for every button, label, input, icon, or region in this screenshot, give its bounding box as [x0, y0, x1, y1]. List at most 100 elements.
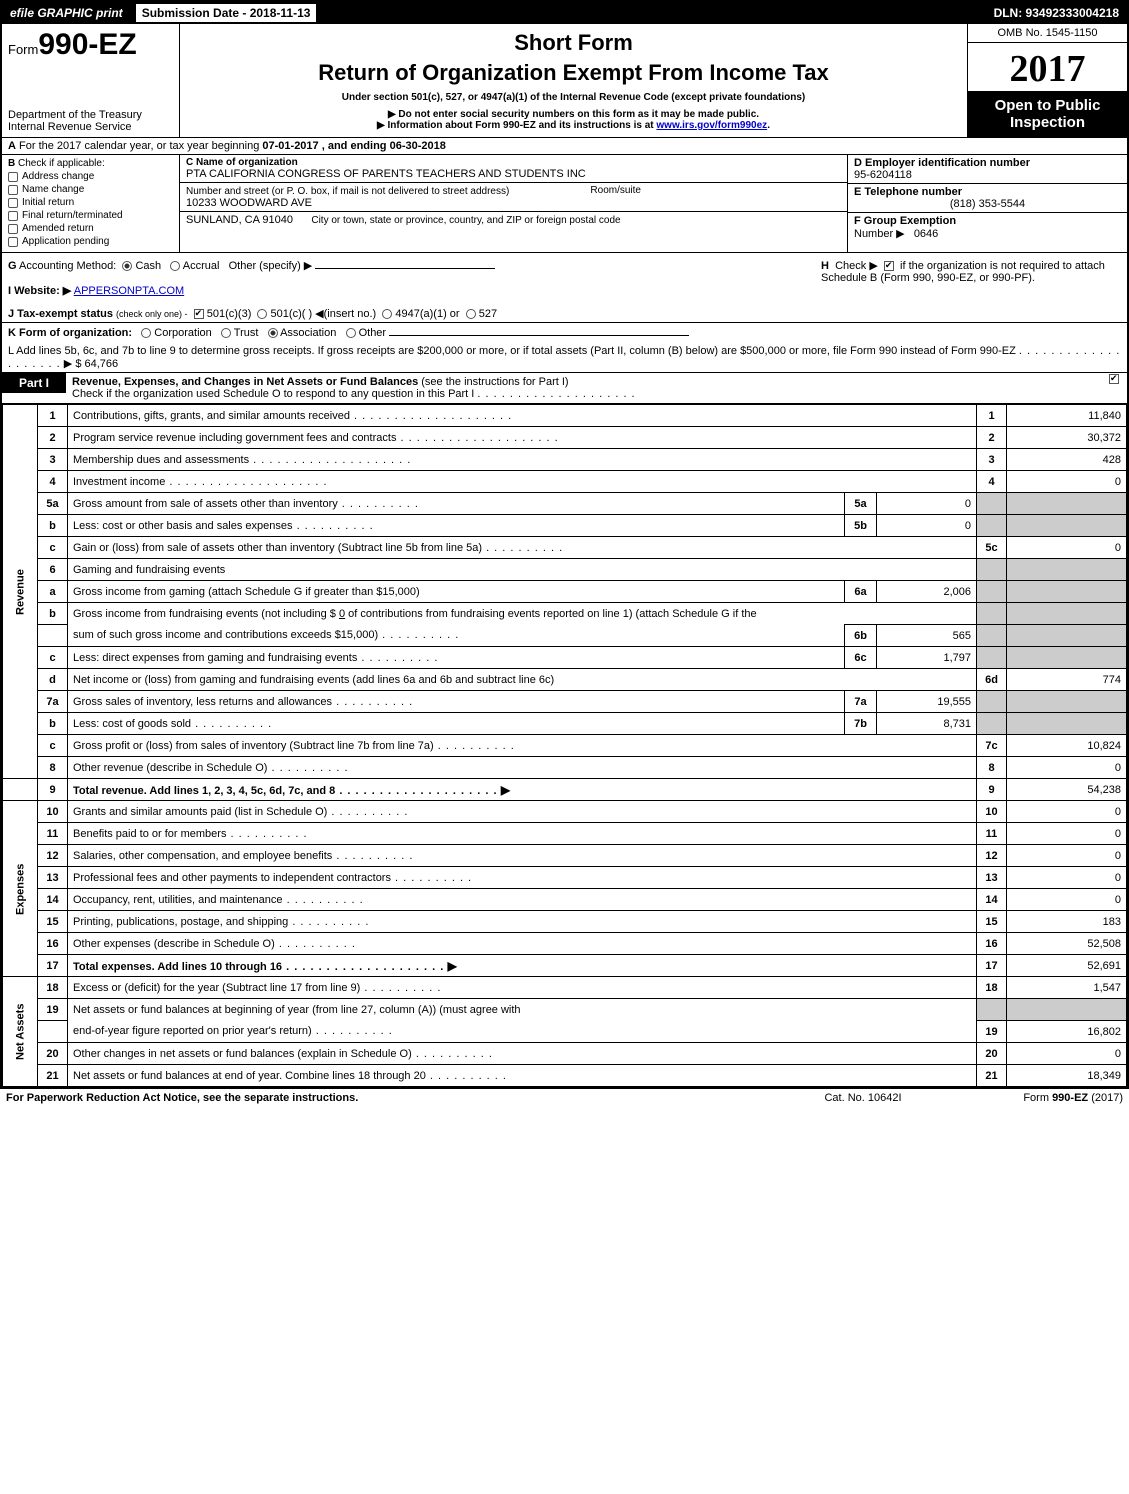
radio-other-org[interactable] [346, 328, 356, 338]
radio-accrual[interactable] [170, 261, 180, 271]
website-link[interactable]: APPERSONPTA.COM [74, 285, 184, 297]
form-title: Return of Organization Exempt From Incom… [188, 60, 959, 86]
table-row: sum of such gross income and contributio… [3, 625, 1127, 647]
table-row: b Less: cost of goods sold 7b 8,731 [3, 713, 1127, 735]
form-990ez-page: efile GRAPHIC print Submission Date - 20… [0, 0, 1129, 1089]
table-row: 12 Salaries, other compensation, and emp… [3, 845, 1127, 867]
cb-initial-return[interactable]: Initial return [8, 197, 173, 208]
table-row: 20 Other changes in net assets or fund b… [3, 1043, 1127, 1065]
cb-schedule-b[interactable] [884, 261, 894, 271]
side-net-assets: Net Assets [3, 977, 38, 1087]
radio-corporation[interactable] [141, 328, 151, 338]
line-j: J Tax-exempt status (check only one) - 5… [2, 305, 1127, 323]
table-row: d Net income or (loss) from gaming and f… [3, 669, 1127, 691]
cb-amended-return[interactable]: Amended return [8, 223, 173, 234]
cb-final-return[interactable]: Final return/terminated [8, 210, 173, 221]
line-h: H Check ▶ if the organization is not req… [821, 259, 1121, 299]
cb-527[interactable] [466, 309, 476, 319]
line-k: K Form of organization: Corporation Trus… [2, 323, 1127, 343]
col-def: D Employer identification number 95-6204… [847, 155, 1127, 252]
table-row: Revenue 1 Contributions, gifts, grants, … [3, 405, 1127, 427]
table-row: c Gross profit or (loss) from sales of i… [3, 735, 1127, 757]
radio-association[interactable] [268, 328, 278, 338]
footer-left: For Paperwork Reduction Act Notice, see … [6, 1092, 763, 1104]
org-name-row: C Name of organization PTA CALIFORNIA CO… [180, 155, 847, 183]
col-b: B Check if applicable: Address change Na… [2, 155, 180, 252]
header-mid: Short Form Return of Organization Exempt… [180, 24, 967, 137]
table-row: 21 Net assets or fund balances at end of… [3, 1065, 1127, 1087]
dept-line2: Internal Revenue Service [8, 121, 173, 133]
radio-cash[interactable] [122, 261, 132, 271]
cb-501c[interactable] [257, 309, 267, 319]
checkbox-icon [8, 172, 18, 182]
submission-date: Submission Date - 2018-11-13 [135, 3, 318, 23]
table-row: end-of-year figure reported on prior yea… [3, 1021, 1127, 1043]
table-row: 17 Total expenses. Add lines 10 through … [3, 955, 1127, 977]
dept-block: Department of the Treasury Internal Reve… [8, 109, 173, 133]
tax-year: 2017 [968, 43, 1127, 91]
footer-right: Form 990-EZ (2017) [963, 1092, 1123, 1104]
table-row: Expenses 10 Grants and similar amounts p… [3, 801, 1127, 823]
table-row: b Less: cost or other basis and sales ex… [3, 515, 1127, 537]
checkbox-icon [8, 185, 18, 195]
instructions-link[interactable]: www.irs.gov/form990ez [656, 120, 767, 131]
part1-tag: Part I [2, 373, 66, 393]
group-exemption-row: F Group Exemption Number ▶ 0646 [848, 213, 1127, 242]
cb-application-pending[interactable]: Application pending [8, 236, 173, 247]
table-row: 14 Occupancy, rent, utilities, and maint… [3, 889, 1127, 911]
address-row: Number and street (or P. O. box, if mail… [180, 183, 847, 212]
form-number: 990-EZ [38, 28, 136, 61]
form-subtitle2a: ▶ Do not enter social security numbers o… [188, 109, 959, 120]
table-row: c Gain or (loss) from sale of assets oth… [3, 537, 1127, 559]
top-bar: efile GRAPHIC print Submission Date - 20… [2, 2, 1127, 24]
org-name-value: PTA CALIFORNIA CONGRESS OF PARENTS TEACH… [186, 168, 841, 180]
table-row: 5a Gross amount from sale of assets othe… [3, 493, 1127, 515]
section-bcdef: B Check if applicable: Address change Na… [2, 155, 1127, 253]
form-number-block: Form990-EZ [8, 28, 173, 62]
cb-4947[interactable] [382, 309, 392, 319]
checkbox-icon [1109, 374, 1119, 384]
short-form-label: Short Form [188, 30, 959, 56]
radio-trust[interactable] [221, 328, 231, 338]
table-row: 11 Benefits paid to or for members 11 0 [3, 823, 1127, 845]
cb-501c3[interactable] [194, 309, 204, 319]
part1-checkbox[interactable] [1109, 373, 1127, 385]
table-row: 9 Total revenue. Add lines 1, 2, 3, 4, 5… [3, 779, 1127, 801]
table-row: 19 Net assets or fund balances at beginn… [3, 999, 1127, 1021]
dept-line1: Department of the Treasury [8, 109, 173, 121]
address-value: 10233 WOODWARD AVE [186, 197, 841, 209]
table-row: 3 Membership dues and assessments 3 428 [3, 449, 1127, 471]
table-row: 16 Other expenses (describe in Schedule … [3, 933, 1127, 955]
city-row: SUNLAND, CA 91040 City or town, state or… [180, 212, 847, 228]
table-row: c Less: direct expenses from gaming and … [3, 647, 1127, 669]
header-left: Form990-EZ Department of the Treasury In… [2, 24, 180, 137]
cb-name-change[interactable]: Name change [8, 184, 173, 195]
table-row: 15 Printing, publications, postage, and … [3, 911, 1127, 933]
phone-value: (818) 353-5544 [854, 198, 1121, 210]
header-right: OMB No. 1545-1150 2017 Open to Public In… [967, 24, 1127, 137]
table-row: 13 Professional fees and other payments … [3, 867, 1127, 889]
checkbox-icon [8, 237, 18, 247]
form-subtitle1: Under section 501(c), 527, or 4947(a)(1)… [188, 92, 959, 103]
city-value: SUNLAND, CA 91040 [186, 214, 293, 226]
form-subtitle2b: ▶ Information about Form 990-EZ and its … [188, 120, 959, 131]
table-row: 7a Gross sales of inventory, less return… [3, 691, 1127, 713]
part1-header: Part I Revenue, Expenses, and Changes in… [2, 373, 1127, 404]
group-exemption-value: 0646 [914, 228, 938, 240]
table-row: 6 Gaming and fundraising events [3, 559, 1127, 581]
ein-value: 95-6204118 [854, 169, 1121, 181]
omb-number: OMB No. 1545-1150 [968, 24, 1127, 43]
table-row: a Gross income from gaming (attach Sched… [3, 581, 1127, 603]
checkbox-icon [8, 224, 18, 234]
part1-title-block: Revenue, Expenses, and Changes in Net As… [66, 373, 1109, 403]
part1-table: Revenue 1 Contributions, gifts, grants, … [2, 404, 1127, 1087]
footer-catalog: Cat. No. 10642I [763, 1092, 963, 1104]
table-row: 4 Investment income 4 0 [3, 471, 1127, 493]
page-footer: For Paperwork Reduction Act Notice, see … [0, 1089, 1129, 1107]
side-expenses: Expenses [3, 801, 38, 977]
line-g: G Accounting Method: Cash Accrual Other … [8, 259, 821, 299]
cb-address-change[interactable]: Address change [8, 171, 173, 182]
table-row: 8 Other revenue (describe in Schedule O)… [3, 757, 1127, 779]
side-revenue: Revenue [3, 405, 38, 779]
form-prefix: Form [8, 42, 38, 57]
